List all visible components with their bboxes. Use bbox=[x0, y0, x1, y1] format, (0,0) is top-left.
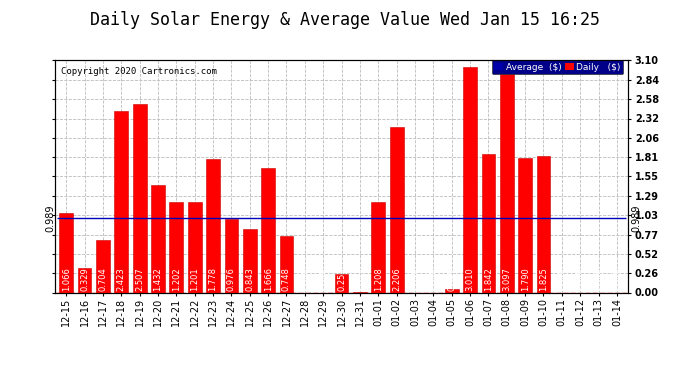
Bar bbox=[390, 127, 404, 292]
Bar bbox=[78, 268, 92, 292]
Bar bbox=[132, 105, 146, 292]
Bar bbox=[500, 60, 513, 292]
Text: 0.000: 0.000 bbox=[594, 267, 603, 291]
Bar bbox=[537, 156, 551, 292]
Text: 0.000: 0.000 bbox=[300, 267, 309, 291]
Bar bbox=[188, 202, 201, 292]
Bar bbox=[262, 168, 275, 292]
Text: 1.842: 1.842 bbox=[484, 267, 493, 291]
Text: 0.000: 0.000 bbox=[319, 267, 328, 291]
Text: 0.329: 0.329 bbox=[80, 267, 89, 291]
Bar bbox=[445, 289, 459, 292]
Bar bbox=[335, 273, 348, 292]
Bar bbox=[96, 240, 110, 292]
Text: 2.423: 2.423 bbox=[117, 267, 126, 291]
Text: 1.825: 1.825 bbox=[539, 267, 548, 291]
Bar bbox=[518, 158, 532, 292]
Text: 0.704: 0.704 bbox=[99, 267, 108, 291]
Text: 1.208: 1.208 bbox=[374, 267, 383, 291]
Text: 0.976: 0.976 bbox=[227, 267, 236, 291]
Text: 1.201: 1.201 bbox=[190, 267, 199, 291]
Bar bbox=[151, 185, 165, 292]
Bar bbox=[59, 213, 73, 292]
Text: Copyright 2020 Cartronics.com: Copyright 2020 Cartronics.com bbox=[61, 67, 217, 76]
Bar bbox=[243, 229, 257, 292]
Text: 0.989: 0.989 bbox=[46, 205, 55, 232]
Text: 1.066: 1.066 bbox=[61, 267, 70, 291]
Bar bbox=[463, 67, 477, 292]
Text: 3.097: 3.097 bbox=[502, 267, 511, 291]
Text: 0.748: 0.748 bbox=[282, 267, 291, 291]
Text: 0.000: 0.000 bbox=[575, 267, 584, 291]
Bar bbox=[170, 202, 184, 292]
Text: 1.432: 1.432 bbox=[153, 267, 162, 291]
Text: Daily Solar Energy & Average Value Wed Jan 15 16:25: Daily Solar Energy & Average Value Wed J… bbox=[90, 11, 600, 29]
Text: 1.790: 1.790 bbox=[521, 267, 530, 291]
Bar bbox=[371, 202, 385, 292]
Bar bbox=[279, 236, 293, 292]
Bar bbox=[482, 154, 495, 292]
Text: 0.000: 0.000 bbox=[558, 267, 566, 291]
Text: 0.000: 0.000 bbox=[613, 267, 622, 291]
Text: 1.666: 1.666 bbox=[264, 267, 273, 291]
Text: 0.000: 0.000 bbox=[428, 267, 438, 291]
Text: 1.778: 1.778 bbox=[208, 267, 217, 291]
Bar bbox=[115, 111, 128, 292]
Legend: Average  ($), Daily   ($): Average ($), Daily ($) bbox=[492, 60, 623, 74]
Text: 0.000: 0.000 bbox=[411, 267, 420, 291]
Text: 2.507: 2.507 bbox=[135, 267, 144, 291]
Text: 0.843: 0.843 bbox=[245, 267, 255, 291]
Text: 0.253: 0.253 bbox=[337, 267, 346, 291]
Text: 0.049: 0.049 bbox=[447, 267, 456, 291]
Text: 2.206: 2.206 bbox=[392, 267, 401, 291]
Text: 0.003: 0.003 bbox=[355, 267, 364, 291]
Bar bbox=[206, 159, 220, 292]
Bar bbox=[224, 219, 238, 292]
Text: 0.989: 0.989 bbox=[631, 205, 642, 232]
Text: 3.010: 3.010 bbox=[466, 267, 475, 291]
Text: 1.202: 1.202 bbox=[172, 267, 181, 291]
